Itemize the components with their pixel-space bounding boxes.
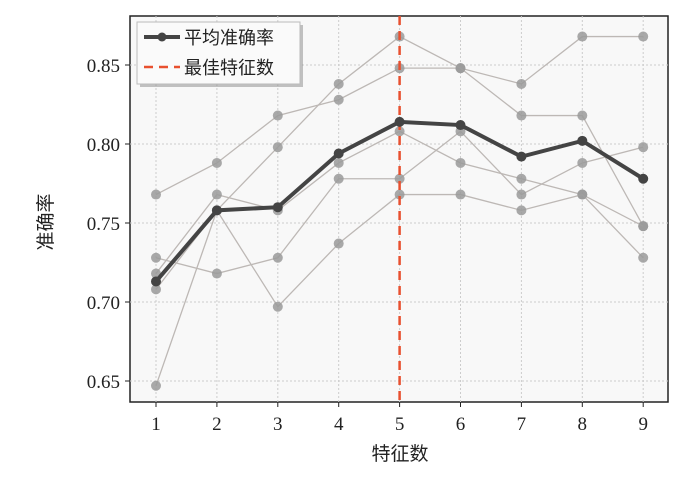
x-tick-label: 6	[456, 414, 466, 435]
fold-point	[151, 284, 161, 295]
fold-point	[394, 126, 405, 137]
fold-point	[638, 142, 649, 153]
x-tick-label: 7	[517, 414, 527, 435]
fold-point	[333, 157, 344, 168]
legend-best-label: 最佳特征数	[184, 58, 274, 79]
x-tick-label: 8	[578, 414, 588, 435]
mean-point	[394, 116, 405, 127]
x-tick-label: 3	[273, 414, 283, 435]
fold-point	[272, 142, 283, 153]
mean-point	[272, 202, 283, 213]
legend-mean-marker	[157, 32, 167, 42]
mean-point	[638, 173, 649, 184]
fold-point	[272, 252, 283, 263]
fold-point	[211, 157, 222, 168]
y-tick-label: 0.70	[87, 293, 120, 314]
x-tick-label: 5	[395, 414, 405, 435]
fold-point	[211, 268, 222, 279]
fold-point	[638, 252, 649, 263]
fold-point	[151, 189, 161, 200]
fold-point	[516, 78, 527, 89]
legend: 平均准确率 最佳特征数	[136, 21, 303, 87]
mean-point	[455, 120, 466, 131]
y-tick-label: 0.65	[87, 372, 120, 393]
mean-point	[211, 205, 222, 216]
y-tick-label: 0.80	[87, 135, 120, 156]
fold-point	[333, 238, 344, 249]
fold-point	[516, 205, 527, 216]
fold-point	[455, 189, 466, 200]
fold-point	[638, 221, 649, 232]
fold-point	[455, 157, 466, 168]
fold-point	[516, 110, 527, 121]
fold-point	[151, 380, 161, 391]
y-tick-label: 0.85	[87, 56, 120, 77]
mean-point	[151, 276, 161, 287]
fold-point	[577, 110, 588, 121]
mean-point	[333, 148, 344, 159]
fold-point	[394, 189, 405, 200]
fold-point	[516, 189, 527, 200]
fold-point	[211, 189, 222, 200]
mean-point	[577, 135, 588, 146]
mean-point	[516, 151, 527, 162]
fold-point	[516, 173, 527, 184]
fold-point	[455, 63, 466, 74]
x-tick-label: 9	[638, 414, 648, 435]
fold-point	[577, 31, 588, 42]
fold-point	[333, 78, 344, 89]
x-tick-label: 2	[212, 414, 222, 435]
fold-point	[577, 189, 588, 200]
fold-point	[272, 110, 283, 121]
x-tick-label: 4	[334, 414, 344, 435]
legend-mean-label: 平均准确率	[184, 28, 274, 49]
fold-point	[333, 94, 344, 105]
fold-point	[577, 157, 588, 168]
y-tick-label: 0.75	[87, 214, 120, 235]
x-axis-label: 特征数	[371, 443, 428, 465]
fold-point	[638, 31, 649, 42]
fold-point	[394, 173, 405, 184]
fold-point	[333, 173, 344, 184]
y-axis-label: 准确率	[35, 193, 57, 250]
fold-point	[272, 301, 283, 312]
fold-point	[151, 252, 161, 263]
x-tick-label: 1	[151, 414, 161, 435]
